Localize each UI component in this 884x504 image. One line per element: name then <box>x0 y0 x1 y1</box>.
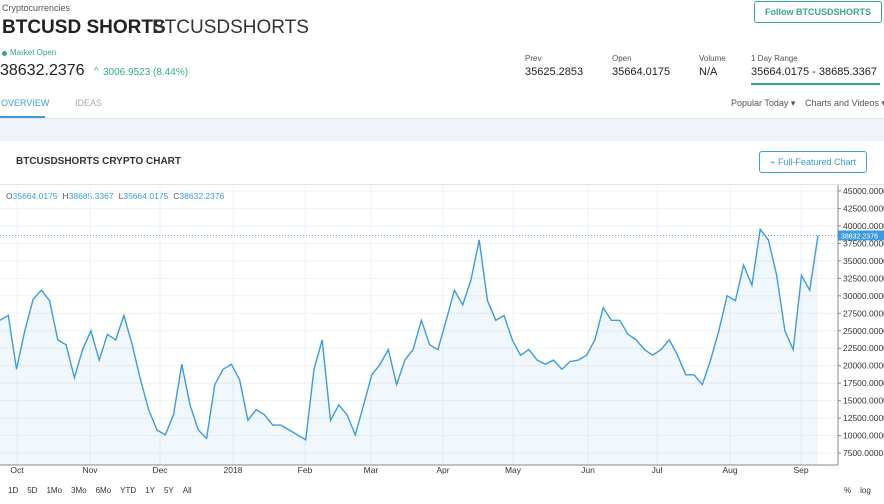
follow-button[interactable]: Follow BTCUSDSHORTS <box>754 1 882 23</box>
range-button[interactable]: 1Y <box>145 486 155 495</box>
stat-value: 35664.0175 <box>612 66 671 78</box>
x-tick-label: May <box>505 465 522 475</box>
x-tick-label: Feb <box>298 465 313 475</box>
y-tick-label: 10000.0000 <box>843 431 884 441</box>
breadcrumb[interactable]: Cryptocurrencies <box>2 3 71 13</box>
ohlc-key: L <box>118 191 124 201</box>
y-tick-label: 40000.0000 <box>843 221 884 231</box>
x-tick-label: Aug <box>722 465 737 475</box>
stat-value: N/A <box>699 66 718 78</box>
stat-label: 1 Day Range <box>751 54 798 63</box>
menu[interactable]: Popular Today ▾ <box>731 98 796 108</box>
ohlc-key: H <box>62 191 69 201</box>
page-band <box>0 119 884 141</box>
ohlc-key: C <box>173 191 180 201</box>
y-tick-label: 27500.0000 <box>843 308 884 318</box>
x-tick-label: 2018 <box>224 465 243 475</box>
y-tick-label: 32500.0000 <box>843 273 884 283</box>
stat-label: Prev <box>525 54 542 63</box>
y-tick-label: 7500.0000 <box>843 448 883 458</box>
change: 3006.9523 (8.44%) <box>103 67 189 78</box>
range-button[interactable]: 3Mo <box>71 486 87 495</box>
ohlc-value: 35664.0175 <box>123 191 169 201</box>
y-tick-label: 35000.0000 <box>843 256 884 266</box>
x-tick-label: Oct <box>10 465 24 475</box>
range-button[interactable]: YTD <box>120 486 137 495</box>
ohlc-value: 38632.2376 <box>179 191 225 201</box>
chart: Oct Nov Dec 2018 Feb Mar Apr May Jun Jul Aug Sep 750… <box>0 185 884 475</box>
last-price-label: 38632.2376 <box>841 233 878 240</box>
title: BTCUSD SHORTS <box>2 17 166 38</box>
stat-label: Open <box>612 54 632 63</box>
menu-label[interactable]: Charts and Videos <box>805 98 879 108</box>
tab-underline <box>0 116 45 118</box>
x-tick-label: Jul <box>652 465 663 475</box>
y-tick-label: 17500.0000 <box>843 378 884 388</box>
range-button[interactable]: 5Y <box>163 486 174 495</box>
tab[interactable]: IDEAS <box>75 98 103 108</box>
range-button[interactable]: All <box>182 486 192 495</box>
price-line <box>0 227 819 441</box>
range-button[interactable]: 1Mo <box>46 486 63 495</box>
menu[interactable]: Charts and Videos ▾ <box>805 98 884 108</box>
range-button[interactable]: 1D <box>8 486 19 495</box>
x-tick-label: Nov <box>82 465 98 475</box>
range-bar <box>751 83 880 85</box>
area <box>0 229 818 465</box>
y-tick-label: 37500.0000 <box>843 238 884 248</box>
stat-value: 35625.2853 <box>525 66 584 78</box>
ohlc-value: 35664.0175 <box>12 191 58 201</box>
x-tick-label: Apr <box>436 465 449 475</box>
y-tick-label: 42500.0000 <box>843 203 884 213</box>
y-tick-label: 30000.0000 <box>843 291 884 301</box>
x-tick-label: Jun <box>581 465 595 475</box>
last-price-box <box>838 230 884 241</box>
ohlc: O35664.0175 H38685.3367 L35664.0175 C38632.… <box>6 191 229 201</box>
ticker: BTCUSDSHORTS <box>152 17 309 38</box>
range-buttons: 1D 5D 1Mo 3Mo 6Mo YTD 1Y 5Y All <box>8 486 201 495</box>
x-tick-label: Dec <box>152 465 168 475</box>
y-tick-label: 15000.0000 <box>843 396 884 406</box>
stat-value: 35664.0175 - 38685.3367 <box>751 66 878 78</box>
caret: ^ <box>94 66 99 77</box>
scale-button[interactable]: % <box>844 486 852 495</box>
scale-button[interactable]: log <box>860 486 871 495</box>
y-tick-label: 45000.0000 <box>843 186 884 196</box>
price: 38632.2376 <box>0 62 85 79</box>
tab-border <box>0 118 884 119</box>
tab[interactable]: OVERVIEW <box>1 98 50 108</box>
stat-label: Volume <box>699 54 726 63</box>
y-tick-label: 25000.0000 <box>843 326 884 336</box>
menu-label[interactable]: Popular Today <box>731 98 789 108</box>
range-button[interactable]: 5D <box>27 486 38 495</box>
panel-border <box>0 184 884 185</box>
x-tick-label: Mar <box>364 465 379 475</box>
status-dot <box>2 51 7 56</box>
ohlc-key: O <box>6 191 13 201</box>
range-button[interactable]: 6Mo <box>95 486 112 495</box>
ohlc-value: 38685.3367 <box>68 191 114 201</box>
button-label[interactable]: Full-Featured Chart <box>777 157 856 167</box>
y-tick-label: 20000.0000 <box>843 361 884 371</box>
full-chart-button[interactable]: ⌁ Full-Featured Chart <box>759 151 867 173</box>
y-tick-label: 12500.0000 <box>843 413 884 423</box>
panel-title: BTCUSDSHORTS CRYPTO CHART <box>16 156 182 167</box>
market-status: Market Open <box>10 48 57 57</box>
y-tick-label: 22500.0000 <box>843 343 884 353</box>
scale-buttons: % log <box>844 486 880 495</box>
x-tick-label: Sep <box>793 465 808 475</box>
